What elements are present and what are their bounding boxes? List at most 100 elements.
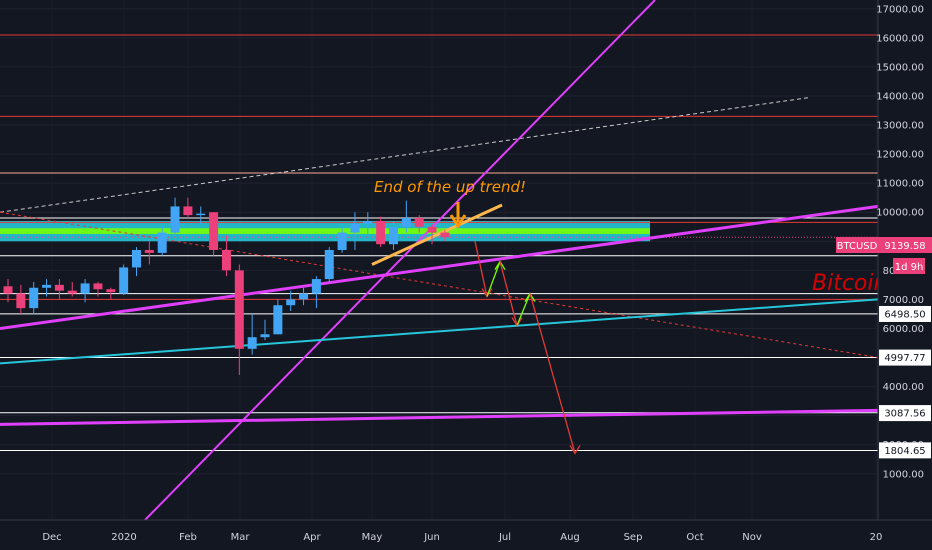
time-axis: Dec 2020 Feb Mar Apr May Jun Jul Aug Sep Oct Nov 20 <box>0 519 932 550</box>
candle-body <box>119 267 129 294</box>
candle-body <box>324 250 334 280</box>
magenta-base-trendline <box>0 408 879 426</box>
magenta-steep-trendline <box>144 0 656 521</box>
candle-body <box>234 270 244 349</box>
cyan-trendline <box>0 298 879 365</box>
price-tags: BTCUSD 9139.58 1d 9h <box>836 237 932 274</box>
time-tick-label: Jun <box>423 532 440 543</box>
candle-body <box>299 293 309 300</box>
level-label-box <box>879 305 931 322</box>
level-label: 4997.77 <box>884 353 925 364</box>
price-tick-label: 12000.00 <box>876 150 924 161</box>
candle-body <box>183 206 193 216</box>
candle-body <box>157 232 167 253</box>
candle-body <box>16 293 26 309</box>
candle-body <box>376 220 386 245</box>
projection-red-down-2 <box>499 261 518 326</box>
candle-body <box>209 212 219 250</box>
price-tick-label: 17000.00 <box>876 4 924 15</box>
time-tick-label: 20 <box>870 532 883 543</box>
price-tick-label: 6000.00 <box>883 324 924 335</box>
time-axis-background <box>0 520 932 550</box>
price-tick-label: 10000.00 <box>876 208 924 219</box>
candle-body <box>389 226 398 245</box>
level-label-box <box>879 349 931 366</box>
candles <box>3 197 450 375</box>
horizontal-levels <box>0 34 878 452</box>
projection-green-up-2 <box>516 293 531 326</box>
candle-body <box>106 289 116 293</box>
candle-body <box>144 250 154 253</box>
time-tick-label: Aug <box>560 532 580 543</box>
last-price-tag: 9139.58 <box>884 241 925 252</box>
support-zone-green <box>0 228 650 235</box>
last-price-tag-box <box>878 237 932 253</box>
price-tick-label: 16000.00 <box>876 33 924 44</box>
candle-body <box>3 286 13 294</box>
annotation-arrowhead <box>449 214 467 229</box>
candle-body <box>196 213 206 216</box>
price-tick-label: 11000.00 <box>876 179 924 190</box>
level-label: 1804.65 <box>884 446 925 457</box>
price-tick-label: 14000.00 <box>876 91 924 102</box>
trendlines <box>0 0 879 521</box>
candle-body <box>29 287 39 309</box>
level-label: 6498.50 <box>884 309 925 320</box>
grid <box>0 8 878 475</box>
time-tick-label: 2020 <box>111 532 136 543</box>
candle-body <box>67 290 77 294</box>
price-tick-label: 15000.00 <box>876 62 924 73</box>
symbol-tag: BTCUSD <box>837 241 878 252</box>
time-tick-label: Feb <box>179 532 197 543</box>
price-tick-label: 4000.00 <box>883 382 924 393</box>
projection-red-arrowhead <box>511 317 523 327</box>
candle-body <box>427 226 437 233</box>
time-tick-label: Nov <box>742 532 762 543</box>
candle-body <box>132 250 141 268</box>
candle-body <box>414 218 424 227</box>
projection-red-arrowhead <box>569 445 581 455</box>
price-axis: 1000.002000.003000.004000.005000.006000.… <box>876 0 932 520</box>
projection-red-down-1 <box>474 241 488 297</box>
candle-body <box>247 337 257 349</box>
candle-body <box>260 334 270 338</box>
time-tick-label: Dec <box>42 532 61 543</box>
dashed-resistance-line <box>0 96 811 213</box>
candle-body <box>350 223 360 233</box>
candle-body <box>363 220 373 224</box>
projection-green-up-1 <box>486 261 501 297</box>
time-tick-label: Mar <box>231 532 251 543</box>
candle-body <box>273 305 283 335</box>
countdown-tag-box <box>893 258 925 274</box>
projection-arrows <box>474 241 581 455</box>
projection-green-arrowhead <box>524 292 536 302</box>
candle-body <box>54 284 64 291</box>
annotation-end-of-trend: End of the up trend! <box>374 178 526 196</box>
candle-body <box>221 250 231 271</box>
countdown-tag: 1d 9h <box>895 262 924 273</box>
red-dashed-trendline <box>0 211 879 359</box>
magenta-rising-trendline <box>0 204 879 330</box>
projection-red-down-3 <box>529 293 576 454</box>
price-tick-label: 7000.00 <box>883 295 924 306</box>
candle-body <box>311 279 321 294</box>
candle-body <box>337 232 347 250</box>
time-tick-label: Sep <box>624 532 643 543</box>
candle-body <box>401 218 411 227</box>
price-tick-label: 1000.00 <box>883 469 924 480</box>
candle-body <box>440 232 450 238</box>
orange-wedge-line <box>371 203 503 266</box>
watermark-bitcoin: Bitcoin <box>812 271 887 296</box>
time-tick-label: Jul <box>498 532 511 543</box>
candle-body <box>286 299 296 306</box>
time-tick-label: May <box>362 532 383 543</box>
level-label: 3087.56 <box>884 409 925 420</box>
price-tick-label: 13000.00 <box>876 121 924 132</box>
candle-body <box>170 206 180 233</box>
level-label-box <box>879 442 931 459</box>
level-label-box <box>879 405 931 422</box>
annotations: End of the up trend! Bitcoin <box>374 178 887 296</box>
symbol-tag-box <box>836 237 878 253</box>
